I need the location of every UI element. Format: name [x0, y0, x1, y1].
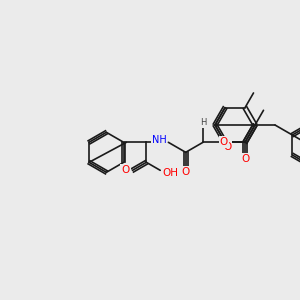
Text: OH: OH: [162, 168, 178, 178]
Text: O: O: [223, 142, 231, 152]
Text: NH: NH: [152, 135, 166, 145]
Text: O: O: [241, 154, 249, 164]
Text: O: O: [220, 137, 228, 147]
Text: O: O: [182, 167, 190, 177]
Text: H: H: [200, 118, 206, 127]
Text: O: O: [121, 165, 130, 175]
